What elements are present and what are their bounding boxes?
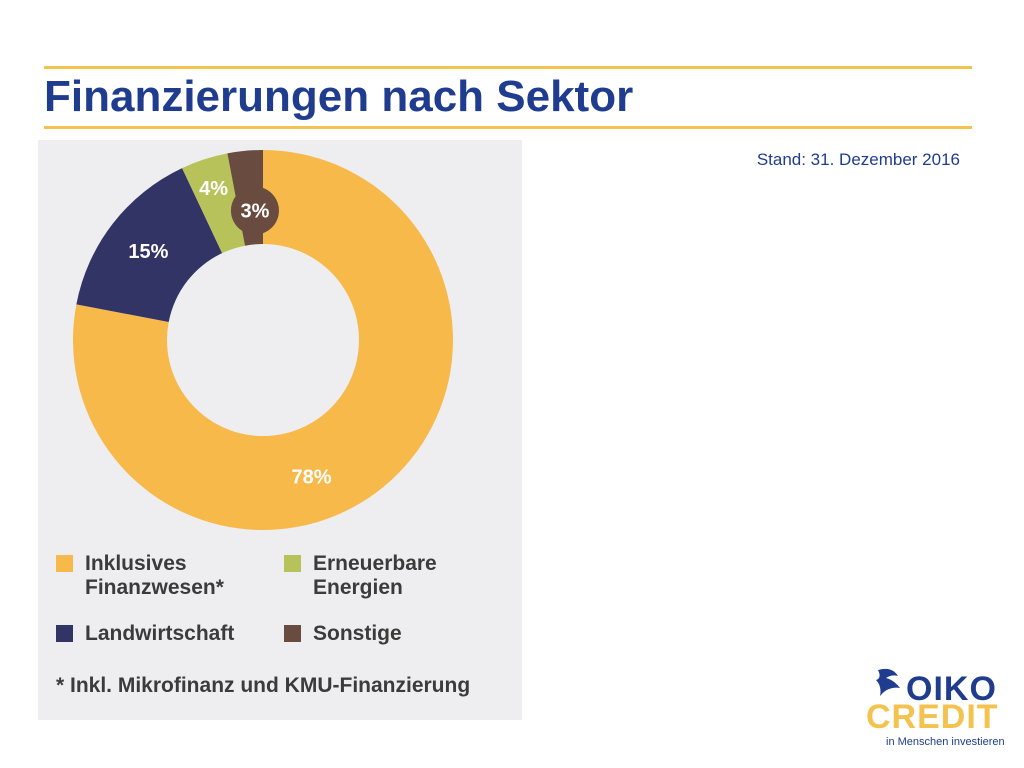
logo-credit-text: CREDIT (866, 698, 999, 736)
donut-slice-landwirtschaft (76, 168, 223, 323)
title-top-rule (44, 66, 972, 69)
legend-swatch-landwirtschaft (56, 625, 73, 642)
legend-item-landwirtschaft: Landwirtschaft (56, 622, 255, 646)
legend-label-sonstige: Sonstige (313, 622, 402, 645)
date-note: Stand: 31. Dezember 2016 (756, 150, 960, 169)
legend-item-erneuerbare: Erneuerbare Energien (284, 552, 483, 600)
donut-chart: 78% 15% 4% 3% (72, 150, 453, 530)
donut-slice-erneuerbare-energien (182, 153, 246, 254)
donut-slice-inklusives-finanzwesen (72, 150, 453, 530)
legend-swatch-sonstige (284, 625, 301, 642)
legend-label-landwirtschaft: Landwirtschaft (85, 622, 235, 645)
slice-label-inklusives-finanzwesen: 78% (291, 467, 331, 489)
legend-item-inklusive: Inklusives Finanzwesen* (56, 552, 255, 600)
legend-label-erneuerbare: Erneuerbare Energien (313, 552, 437, 599)
oikocredit-logo: OIKO CREDIT in Menschen investieren (866, 664, 1006, 748)
legend-swatch-inklusive (56, 555, 73, 572)
legend-swatch-erneuerbare (284, 555, 301, 572)
page-title: Finanzierungen nach Sektor (44, 72, 634, 121)
title-bottom-rule (44, 126, 972, 129)
slice-label-bubble-sonstige (230, 186, 279, 235)
slice-label-sonstige: 3% (241, 201, 270, 223)
slice-label-landwirtschaft: 15% (128, 241, 168, 263)
dove-icon (876, 668, 900, 696)
logo-oiko-text: OIKO (906, 670, 997, 708)
legend-item-sonstige: Sonstige (284, 622, 483, 646)
legend-label-inklusive: Inklusives Finanzwesen* (85, 552, 224, 599)
chart-footnote: * Inkl. Mikrofinanz und KMU-Finanzierung (56, 674, 471, 697)
slice-label-erneuerbare-energien: 4% (199, 178, 228, 200)
logo-tagline: in Menschen investieren (886, 736, 1005, 748)
